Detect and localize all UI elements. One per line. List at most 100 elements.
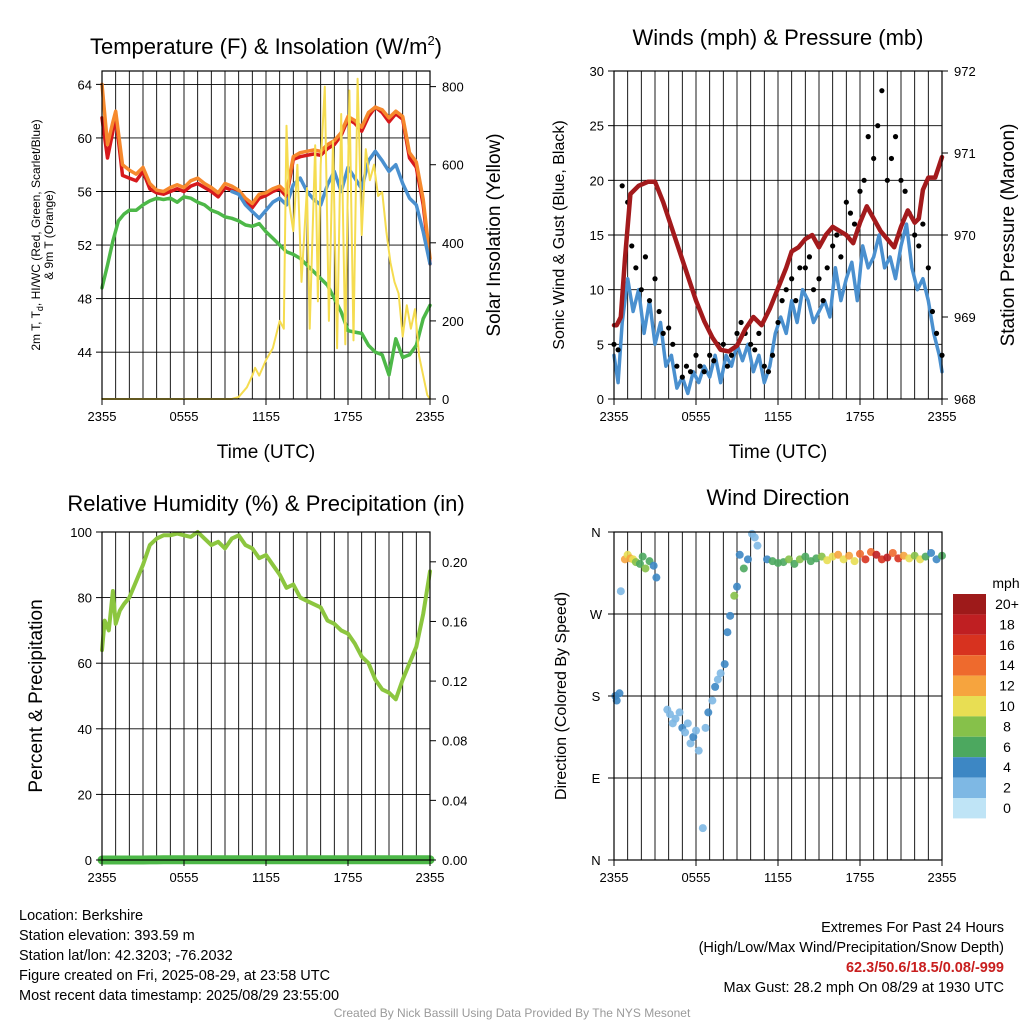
x-tick-label: 2355 bbox=[600, 409, 629, 424]
gust-point bbox=[687, 369, 694, 375]
humidity-gridlines bbox=[102, 532, 430, 860]
legend-swatch bbox=[953, 798, 986, 819]
y-tick-label: 60 bbox=[78, 656, 92, 671]
temperature-right-axis-label: Solar Insolation (Yellow) bbox=[484, 133, 505, 336]
extremes-info: Extremes For Past 24 Hours (High/Low/Max… bbox=[699, 918, 1004, 998]
temperature-x-axis-label: Time (UTC) bbox=[217, 442, 316, 463]
y-tick-label: W bbox=[590, 607, 603, 622]
winds-right-axis-label: Station Pressure (Maroon) bbox=[998, 124, 1019, 347]
station-info: Location: Berkshire Station elevation: 3… bbox=[19, 906, 339, 1006]
gust-point bbox=[884, 177, 890, 183]
direction-point bbox=[716, 669, 725, 678]
direction-point bbox=[753, 541, 762, 550]
direction-point bbox=[708, 696, 717, 705]
y-right-tick-label: 0.16 bbox=[442, 614, 467, 629]
gust-point bbox=[920, 221, 926, 227]
gust-point bbox=[857, 188, 863, 194]
gust-point bbox=[619, 183, 625, 189]
direction-point bbox=[735, 550, 744, 559]
legend-swatch bbox=[953, 777, 986, 798]
direction-point bbox=[675, 708, 684, 717]
gust-point bbox=[615, 347, 621, 353]
temperature-series bbox=[100, 77, 432, 400]
legend-label: 18 bbox=[999, 616, 1015, 632]
direction-point bbox=[638, 552, 647, 561]
direction-point bbox=[701, 723, 710, 732]
extremes-title: Extremes For Past 24 Hours bbox=[821, 920, 1004, 936]
y-tick-label: 44 bbox=[78, 345, 92, 360]
gust-point bbox=[752, 347, 758, 353]
legend-label: 14 bbox=[999, 657, 1015, 673]
x-tick-label: 2355 bbox=[600, 870, 629, 885]
gust-point bbox=[838, 254, 844, 260]
gust-point bbox=[693, 352, 699, 358]
legend-label: 8 bbox=[1003, 718, 1011, 734]
direction-point bbox=[739, 564, 748, 573]
gust-point bbox=[670, 341, 676, 347]
legend-label: 20+ bbox=[995, 596, 1019, 612]
x-tick-label: 2355 bbox=[928, 870, 957, 885]
gust-point bbox=[888, 155, 895, 162]
recent-data-timestamp: Most recent data timestamp: 2025/08/29 2… bbox=[19, 988, 340, 1004]
direction-point bbox=[683, 719, 692, 728]
x-tick-label: 2355 bbox=[416, 409, 445, 424]
direction-point bbox=[927, 548, 936, 557]
winds-gridlines bbox=[614, 71, 942, 399]
direction-point bbox=[635, 559, 644, 568]
winds-title: Winds (mph) & Pressure (mb) bbox=[633, 25, 924, 50]
direction-points bbox=[611, 529, 946, 833]
direction-point bbox=[845, 551, 854, 560]
y-tick-label: 30 bbox=[590, 64, 604, 79]
gust-point bbox=[912, 232, 918, 238]
direction-point bbox=[615, 689, 624, 698]
gust-point bbox=[933, 330, 940, 336]
y-tick-label: S bbox=[592, 689, 601, 704]
gust-point bbox=[806, 254, 813, 260]
legend-label: 2 bbox=[1003, 780, 1011, 796]
extremes-subtitle: (High/Low/Max Wind/Precipitation/Snow De… bbox=[698, 940, 1004, 956]
legend-swatch bbox=[953, 736, 986, 758]
gust-point bbox=[679, 374, 685, 380]
gust-point bbox=[728, 352, 735, 358]
winds-panel: Winds (mph) & Pressure (mb) 2355 0555 1155… bbox=[551, 25, 1019, 463]
x-tick-label: 1155 bbox=[764, 409, 792, 424]
legend-swatch bbox=[953, 757, 986, 778]
temperature-panel: Temperature (F) & Insolation (W/m2) 2355… bbox=[29, 33, 505, 463]
x-tick-label: 2355 bbox=[416, 870, 445, 885]
y-tick-label: 48 bbox=[78, 292, 92, 307]
temp_9m-line bbox=[100, 82, 432, 261]
gust-point bbox=[916, 243, 922, 249]
y-tick-label: 64 bbox=[78, 77, 92, 92]
gust-point bbox=[871, 155, 877, 162]
direction-point bbox=[666, 710, 675, 719]
station-latlon: Station lat/lon: 42.3203; -76.2032 bbox=[19, 948, 233, 964]
gust-point bbox=[660, 330, 666, 336]
direction-gridlines bbox=[614, 532, 942, 860]
gust-point bbox=[638, 287, 644, 293]
gust-point bbox=[892, 134, 899, 140]
gust-point bbox=[674, 363, 680, 369]
svg-text:2m T, Td, HI/WC (Red, Green, S: 2m T, Td, HI/WC (Red, Green, Scarlet/Blu… bbox=[29, 119, 45, 350]
gust-point bbox=[642, 254, 649, 260]
legend-label: 4 bbox=[1003, 759, 1011, 775]
humidity-title: Relative Humidity (%) & Precipitation (i… bbox=[67, 491, 464, 516]
gust-point bbox=[724, 363, 731, 369]
humidity-left-axis-label: Percent & Precipitation bbox=[26, 599, 47, 792]
gust-point bbox=[738, 319, 744, 326]
gust-point bbox=[734, 330, 740, 336]
direction-point bbox=[692, 726, 700, 735]
direction-point bbox=[850, 557, 859, 566]
gust-point bbox=[646, 298, 653, 304]
y-right-tick-label: 0.12 bbox=[442, 674, 467, 689]
temperature-left-axis-label: 2m T, Td, HI/WC (Red, Green, Scarlet/Blu… bbox=[29, 119, 56, 350]
gust-point bbox=[902, 188, 908, 194]
direction-panel: Wind Direction 2355 0555 1155 1755 2355NESWN… bbox=[553, 485, 1020, 885]
y-tick-label: 10 bbox=[590, 283, 604, 298]
gust-point bbox=[711, 358, 717, 364]
y-tick-label: 20 bbox=[78, 787, 92, 802]
legend-swatch bbox=[953, 614, 986, 635]
x-tick-label: 2355 bbox=[88, 870, 117, 885]
x-tick-label: 1755 bbox=[846, 409, 875, 424]
speed-legend: 20+ 18 16 14 12 10 8 6 4 2 0 bbox=[953, 594, 1019, 819]
